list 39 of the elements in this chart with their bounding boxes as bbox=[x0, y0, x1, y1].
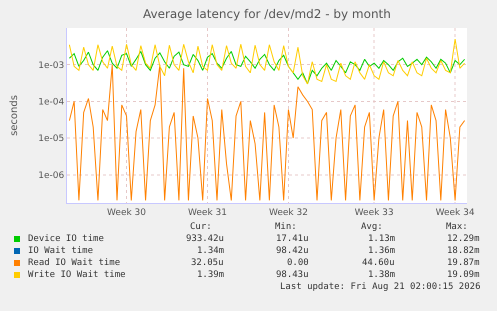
text: 1.39m bbox=[197, 270, 224, 280]
text: 1.13m bbox=[368, 234, 396, 244]
text: 1.36m bbox=[368, 246, 396, 256]
line-series bbox=[68, 64, 466, 201]
y-tick-label: 1e-05 bbox=[38, 134, 64, 144]
text: 98.42u bbox=[276, 246, 309, 256]
text: 19.09m bbox=[447, 270, 480, 280]
text: 1.34m bbox=[197, 246, 224, 256]
x-tick-label: Week 30 bbox=[107, 208, 146, 218]
x-tick-label: Week 31 bbox=[188, 208, 227, 218]
chart-title: Average latency for /dev/md2 - by month bbox=[143, 7, 391, 21]
text: 0.00 bbox=[287, 258, 309, 268]
y-tick-label: 1e-03 bbox=[38, 60, 64, 71]
legend-label: Write IO Wait time bbox=[28, 270, 126, 280]
line-series bbox=[68, 38, 466, 84]
text: Avg: bbox=[361, 222, 383, 232]
y-tick-label: 1e-04 bbox=[38, 98, 64, 108]
x-tick-label: Week 34 bbox=[436, 208, 475, 218]
legend-label: Device IO time bbox=[28, 234, 104, 244]
text: 98.43u bbox=[276, 270, 309, 280]
text: Cur: bbox=[190, 222, 212, 232]
text: 17.41u bbox=[276, 234, 309, 244]
legend-label: Read IO Wait time bbox=[28, 258, 120, 268]
text: 1.38m bbox=[368, 270, 396, 280]
text: Last update: Fri Aug 21 02:00:15 2026 bbox=[280, 282, 480, 292]
y-tick-label: 1e-06 bbox=[38, 170, 64, 181]
x-tick-label: Week 33 bbox=[354, 208, 394, 218]
line-series bbox=[68, 50, 466, 84]
text: 18.82m bbox=[447, 246, 480, 256]
text: 19.87m bbox=[447, 258, 480, 268]
legend-label: IO Wait time bbox=[28, 246, 94, 256]
y-axis-title: seconds bbox=[9, 95, 20, 136]
text: 933.42u bbox=[186, 234, 224, 244]
text: Min: bbox=[275, 222, 297, 232]
x-tick-label: Week 32 bbox=[268, 208, 308, 218]
text: 12.29m bbox=[447, 234, 480, 244]
text: 44.60u bbox=[362, 258, 395, 268]
text: 32.05u bbox=[191, 258, 224, 268]
text: Max: bbox=[446, 222, 468, 232]
